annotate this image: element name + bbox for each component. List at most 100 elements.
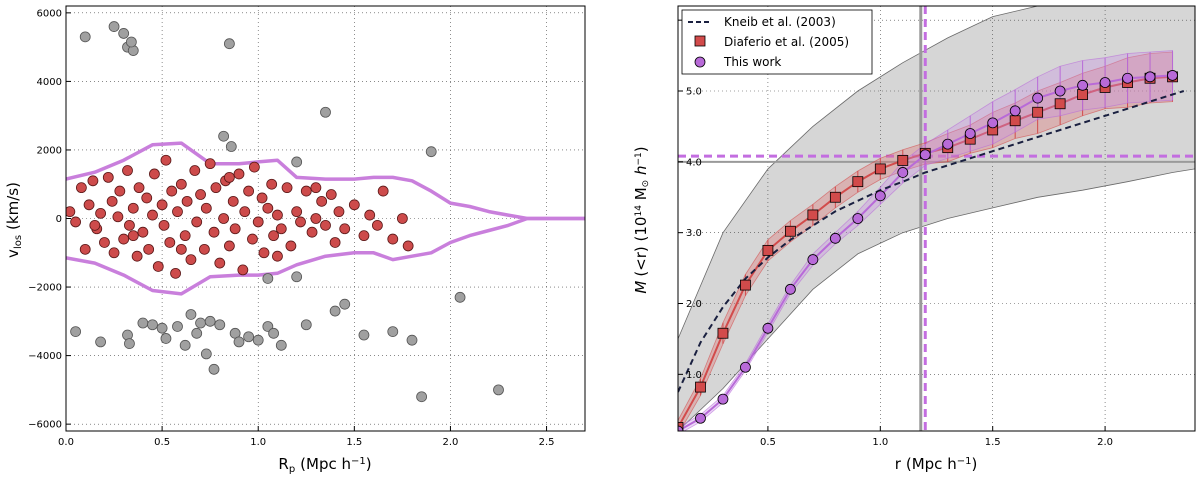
member-point bbox=[189, 165, 201, 176]
interloper-point bbox=[225, 141, 237, 152]
member-point bbox=[131, 250, 143, 262]
thiswork-point bbox=[717, 393, 729, 405]
member-point bbox=[320, 219, 331, 231]
legend-kneib-label: Kneib et al. (2003) bbox=[724, 15, 836, 29]
member-point bbox=[198, 243, 210, 255]
member-point bbox=[252, 216, 264, 228]
member-point bbox=[200, 202, 212, 214]
right-x-tick-label: 2.0 bbox=[1097, 437, 1113, 448]
member-point bbox=[106, 195, 118, 207]
right-x-axis-label: r (Mpc h−1) bbox=[895, 455, 978, 473]
right-axes-frame bbox=[677, 5, 1196, 432]
interloper-point bbox=[406, 334, 418, 346]
interloper-point bbox=[329, 305, 341, 317]
right-y-tick-label: 1.0 bbox=[686, 370, 702, 381]
left-y-tick-label: 0 bbox=[56, 214, 62, 225]
interloper-point bbox=[156, 322, 168, 334]
member-point bbox=[227, 195, 239, 207]
interloper-point bbox=[95, 336, 106, 348]
member-point bbox=[214, 257, 226, 269]
left-y-tick-label: 4000 bbox=[37, 77, 62, 88]
member-point bbox=[310, 213, 322, 224]
member-point bbox=[247, 233, 258, 245]
left-y-tick-label: 2000 bbox=[37, 145, 62, 156]
interloper-point bbox=[208, 363, 220, 375]
thiswork-point bbox=[740, 361, 751, 373]
caustic-upper-line bbox=[66, 141, 585, 221]
interloper-point bbox=[454, 291, 466, 303]
member-point bbox=[210, 182, 222, 194]
member-point bbox=[170, 267, 181, 279]
member-point bbox=[158, 219, 170, 231]
interloper-point bbox=[291, 271, 303, 283]
interloper-point bbox=[70, 326, 82, 338]
member-point bbox=[281, 182, 293, 194]
diaferio-point bbox=[1032, 106, 1044, 118]
member-point bbox=[87, 175, 99, 187]
left-plot-area bbox=[66, 6, 585, 431]
interloper-point bbox=[125, 36, 137, 48]
member-point bbox=[112, 211, 124, 223]
thiswork-point bbox=[1077, 79, 1089, 91]
member-point bbox=[275, 223, 287, 235]
thiswork-point bbox=[1122, 72, 1133, 84]
diaferio-point bbox=[829, 191, 841, 203]
legend-thiswork-marker bbox=[694, 56, 706, 68]
member-point bbox=[364, 209, 376, 221]
member-point bbox=[118, 233, 130, 245]
member-point bbox=[83, 199, 95, 211]
member-point bbox=[258, 247, 270, 259]
interloper-point bbox=[300, 319, 312, 331]
thiswork-point bbox=[1032, 92, 1044, 104]
member-point bbox=[114, 185, 126, 197]
member-point bbox=[208, 226, 220, 238]
interloper-point bbox=[387, 326, 399, 338]
diaferio-point bbox=[807, 209, 819, 221]
member-point bbox=[256, 192, 268, 204]
thiswork-point bbox=[695, 412, 706, 424]
diaferio-point bbox=[784, 225, 796, 237]
legend: Kneib et al. (2003) Diaferio et al. (200… bbox=[681, 9, 873, 75]
right-gray-band bbox=[678, 6, 1195, 431]
interloper-point bbox=[137, 317, 149, 329]
member-point bbox=[95, 207, 106, 219]
interloper-point bbox=[416, 391, 428, 403]
thiswork-point bbox=[1144, 71, 1156, 83]
left-x-tick-label: 2.5 bbox=[539, 437, 555, 448]
member-point bbox=[149, 168, 160, 180]
member-point bbox=[124, 219, 135, 231]
interloper-point bbox=[268, 327, 280, 339]
left-x-tick-label: 1.5 bbox=[346, 437, 362, 448]
right-y-tick-label: 2.0 bbox=[686, 299, 702, 310]
member-point bbox=[229, 223, 241, 235]
interloper-point bbox=[204, 315, 216, 327]
member-point bbox=[266, 178, 278, 190]
left-x-tick-label: 0.5 bbox=[154, 437, 170, 448]
interloper-point bbox=[191, 327, 203, 339]
member-point bbox=[262, 202, 274, 214]
member-point bbox=[70, 216, 82, 228]
left-x-tick-label: 0.0 bbox=[58, 437, 74, 448]
left-y-tick-label: −4000 bbox=[28, 351, 62, 362]
interloper-point bbox=[147, 319, 158, 331]
member-point bbox=[164, 237, 176, 248]
thiswork-point bbox=[784, 283, 796, 295]
member-point bbox=[233, 168, 245, 180]
member-point bbox=[172, 206, 183, 218]
thiswork-point bbox=[762, 322, 774, 334]
interloper-point bbox=[200, 348, 212, 360]
member-point bbox=[339, 223, 351, 235]
left-y-tick-label: −6000 bbox=[28, 420, 62, 431]
right-y-tick-label: 4.0 bbox=[686, 157, 702, 168]
diaferio-point bbox=[695, 381, 706, 393]
right-x-ticks: 0.5 1.0 1.5 2.0 bbox=[760, 426, 1113, 448]
diaferio-point bbox=[1054, 98, 1066, 110]
member-point bbox=[310, 182, 322, 194]
right-panel: 0.51.01.52.0 1.02.03.04.05.06.0 Kneib et… bbox=[632, 5, 1196, 473]
member-point bbox=[248, 161, 260, 173]
member-point bbox=[147, 209, 158, 221]
member-point bbox=[185, 254, 197, 266]
member-point bbox=[237, 264, 249, 276]
interloper-point bbox=[223, 38, 235, 50]
